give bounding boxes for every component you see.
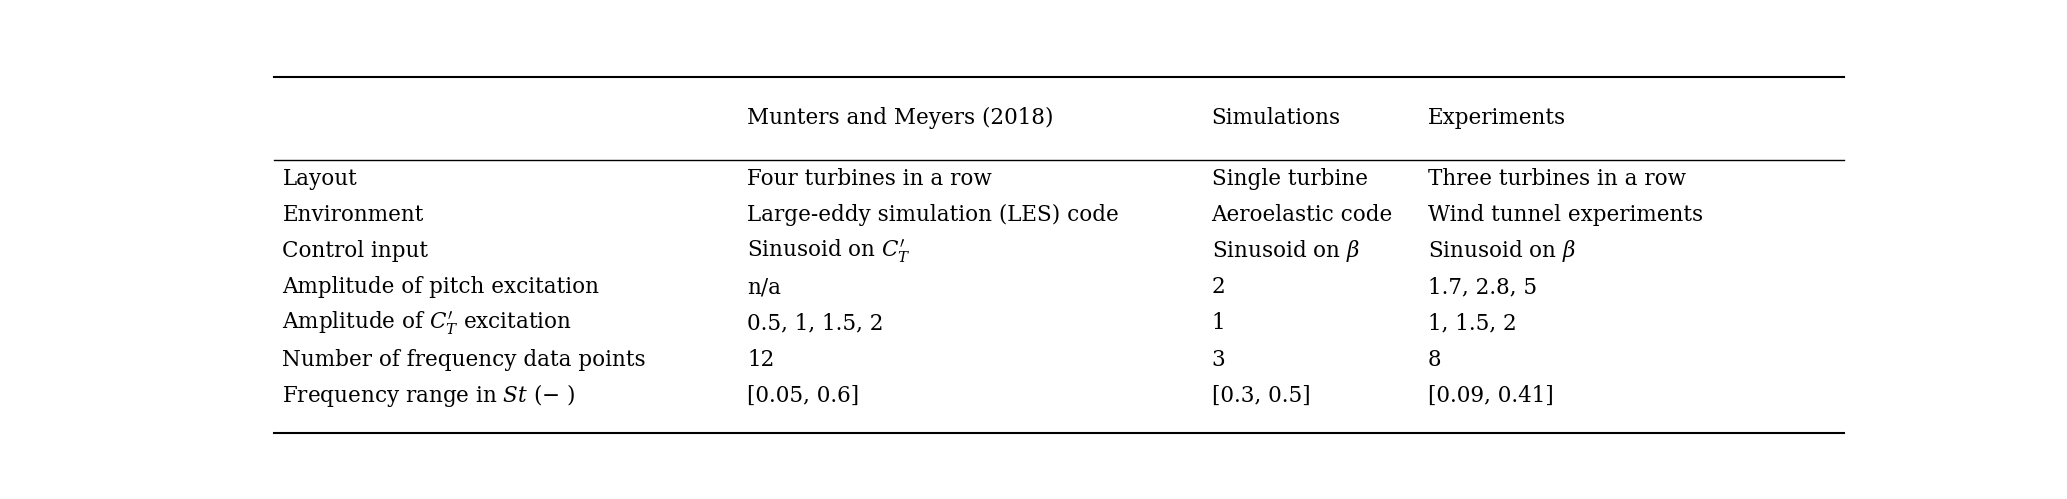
Text: 0.5, 1, 1.5, 2: 0.5, 1, 1.5, 2 xyxy=(746,312,883,334)
Text: Four turbines in a row: Four turbines in a row xyxy=(746,168,992,190)
Text: Environment: Environment xyxy=(283,204,424,226)
Text: 2: 2 xyxy=(1211,276,1226,298)
Text: Number of frequency data points: Number of frequency data points xyxy=(283,349,647,371)
Text: [0.05, 0.6]: [0.05, 0.6] xyxy=(746,385,860,407)
Text: Wind tunnel experiments: Wind tunnel experiments xyxy=(1428,204,1703,226)
Text: 1.7, 2.8, 5: 1.7, 2.8, 5 xyxy=(1428,276,1538,298)
Text: Simulations: Simulations xyxy=(1211,107,1341,129)
Text: 1: 1 xyxy=(1211,312,1226,334)
Text: Control input: Control input xyxy=(283,240,428,262)
Text: 3: 3 xyxy=(1211,349,1226,371)
Text: Large-eddy simulation (LES) code: Large-eddy simulation (LES) code xyxy=(746,204,1118,226)
Text: 12: 12 xyxy=(746,349,775,371)
Text: Aeroelastic code: Aeroelastic code xyxy=(1211,204,1393,226)
Text: Single turbine: Single turbine xyxy=(1211,168,1368,190)
Text: Layout: Layout xyxy=(283,168,358,190)
Text: Sinusoid on $\beta$: Sinusoid on $\beta$ xyxy=(1428,238,1575,264)
Text: [0.3, 0.5]: [0.3, 0.5] xyxy=(1211,385,1310,407)
Text: Sinusoid on $\beta$: Sinusoid on $\beta$ xyxy=(1211,238,1360,264)
Text: Amplitude of pitch excitation: Amplitude of pitch excitation xyxy=(283,276,599,298)
Text: Sinusoid on $C_T^{\prime}$: Sinusoid on $C_T^{\prime}$ xyxy=(746,238,912,265)
Text: [0.09, 0.41]: [0.09, 0.41] xyxy=(1428,385,1554,407)
Text: Munters and Meyers (2018): Munters and Meyers (2018) xyxy=(746,107,1054,129)
Text: Experiments: Experiments xyxy=(1428,107,1567,129)
Text: Amplitude of $C_T^{\prime}$ excitation: Amplitude of $C_T^{\prime}$ excitation xyxy=(283,310,573,337)
Text: 8: 8 xyxy=(1428,349,1441,371)
Text: Frequency range in $St$ $(-\ )$: Frequency range in $St$ $(-\ )$ xyxy=(283,382,575,409)
Text: 1, 1.5, 2: 1, 1.5, 2 xyxy=(1428,312,1517,334)
Text: Three turbines in a row: Three turbines in a row xyxy=(1428,168,1687,190)
Text: n/a: n/a xyxy=(746,276,781,298)
